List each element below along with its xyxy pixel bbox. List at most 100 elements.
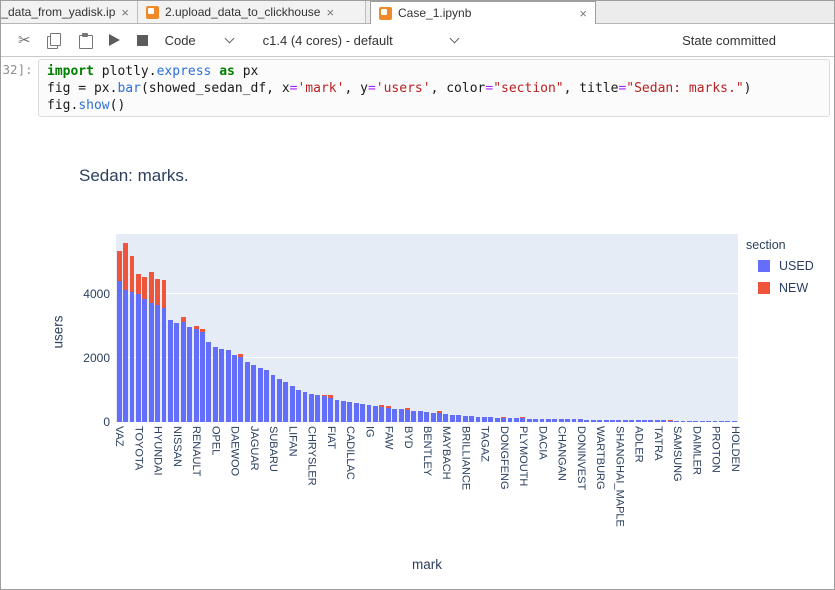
bar[interactable]	[712, 421, 718, 422]
bar[interactable]	[405, 407, 410, 422]
bar[interactable]	[296, 389, 301, 422]
bar[interactable]	[635, 420, 641, 422]
bar[interactable]	[174, 322, 180, 422]
bar[interactable]	[334, 400, 340, 422]
bar[interactable]	[200, 328, 205, 422]
bar[interactable]	[347, 402, 353, 422]
bar[interactable]	[411, 410, 417, 422]
bar[interactable]	[328, 395, 334, 422]
bar[interactable]	[469, 416, 474, 422]
bar[interactable]	[123, 243, 129, 422]
bar[interactable]	[276, 378, 282, 422]
tab-load-data-from-yadisk[interactable]: load_data_from_yadisk.ip ×	[1, 1, 138, 23]
copy-cell-icon[interactable]	[46, 33, 61, 49]
bar[interactable]	[578, 419, 583, 422]
close-icon[interactable]: ×	[121, 4, 129, 20]
bar[interactable]	[494, 417, 500, 422]
bar[interactable]	[430, 412, 436, 422]
bar[interactable]	[116, 251, 122, 422]
bar[interactable]	[558, 419, 564, 422]
bar[interactable]	[693, 420, 699, 422]
plot-area[interactable]	[116, 234, 738, 422]
bar[interactable]	[686, 420, 692, 422]
bar[interactable]	[264, 370, 269, 422]
bar[interactable]	[706, 421, 711, 422]
bar[interactable]	[501, 416, 506, 422]
bar[interactable]	[584, 419, 590, 422]
bar[interactable]	[289, 385, 295, 422]
bar[interactable]	[161, 279, 167, 422]
bar[interactable]	[725, 421, 731, 422]
bar[interactable]	[385, 406, 391, 422]
bar[interactable]	[398, 409, 404, 422]
bar[interactable]	[308, 393, 314, 422]
bar[interactable]	[193, 326, 199, 422]
bar[interactable]	[257, 367, 263, 422]
bar[interactable]	[135, 273, 141, 422]
bar[interactable]	[353, 403, 359, 422]
bar[interactable]	[449, 414, 455, 422]
bar[interactable]	[526, 418, 532, 422]
bar[interactable]	[315, 395, 321, 422]
bar[interactable]	[481, 416, 487, 422]
bar[interactable]	[667, 419, 673, 422]
bar[interactable]	[507, 418, 513, 422]
legend-entry-used[interactable]: USED	[758, 259, 814, 273]
bar[interactable]	[232, 354, 237, 422]
bar[interactable]	[699, 420, 705, 422]
tab-upload-data-to-clickhouse[interactable]: 2.upload_data_to_clickhouse ×	[138, 1, 366, 23]
bar[interactable]	[244, 362, 250, 422]
stop-kernel-icon[interactable]	[136, 34, 148, 46]
bar[interactable]	[513, 418, 519, 422]
bar[interactable]	[648, 420, 654, 422]
cut-cell-icon[interactable]: ✂	[18, 32, 31, 49]
legend-entry-new[interactable]: NEW	[758, 281, 814, 295]
bar[interactable]	[424, 412, 430, 422]
bar[interactable]	[360, 404, 366, 422]
kernel-selector[interactable]: c1.4 (4 cores) - default	[262, 32, 393, 48]
bar[interactable]	[661, 420, 667, 422]
bar[interactable]	[642, 420, 647, 422]
bar[interactable]	[379, 405, 385, 422]
bar[interactable]	[597, 419, 603, 422]
bar[interactable]	[219, 349, 225, 422]
code-cell[interactable]: import plotly.express as px fig = px.bar(…	[38, 59, 830, 117]
bar[interactable]	[456, 415, 462, 422]
bar[interactable]	[718, 421, 724, 422]
bar[interactable]	[488, 417, 494, 422]
chevron-down-icon[interactable]	[224, 33, 235, 43]
bar[interactable]	[206, 342, 212, 422]
bar[interactable]	[443, 414, 449, 422]
bar[interactable]	[129, 255, 135, 422]
bar[interactable]	[565, 419, 571, 422]
bar[interactable]	[340, 401, 346, 422]
bar[interactable]	[616, 419, 622, 422]
close-icon[interactable]: ×	[579, 5, 587, 21]
chevron-down-icon[interactable]	[449, 33, 460, 43]
paste-cell-icon[interactable]	[78, 33, 93, 49]
bar[interactable]	[225, 349, 231, 422]
bar[interactable]	[321, 394, 327, 422]
bar[interactable]	[629, 420, 635, 422]
bar[interactable]	[155, 278, 161, 422]
bar[interactable]	[674, 420, 679, 422]
close-icon[interactable]: ×	[326, 4, 335, 20]
bar[interactable]	[417, 411, 423, 422]
bar[interactable]	[251, 364, 257, 422]
bar[interactable]	[552, 419, 558, 422]
bar[interactable]	[187, 326, 193, 422]
bar[interactable]	[168, 320, 173, 422]
bar[interactable]	[212, 347, 218, 422]
bar[interactable]	[302, 391, 308, 422]
bar[interactable]	[520, 417, 526, 422]
bar[interactable]	[539, 418, 545, 422]
bar[interactable]	[622, 420, 628, 422]
bar[interactable]	[654, 420, 660, 422]
bar[interactable]	[437, 411, 442, 422]
bar[interactable]	[475, 416, 481, 422]
run-cell-icon[interactable]	[108, 34, 120, 46]
bar[interactable]	[571, 419, 577, 422]
bar[interactable]	[366, 405, 372, 422]
bar[interactable]	[142, 277, 148, 422]
bar[interactable]	[590, 419, 596, 422]
